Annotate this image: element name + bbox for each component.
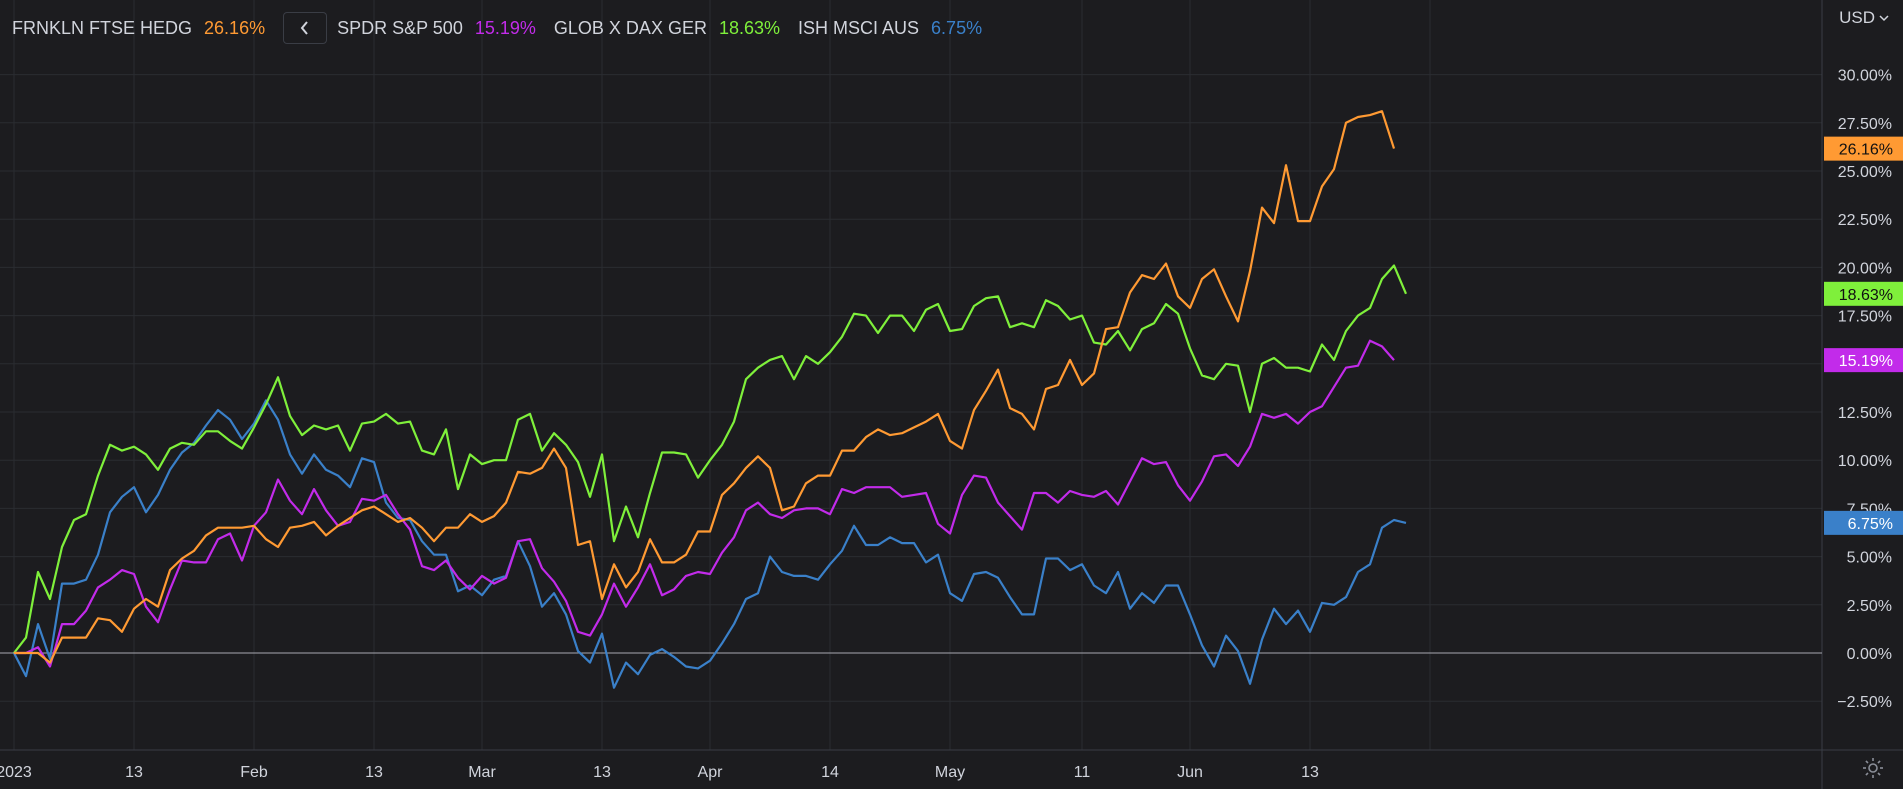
last-value-text: 15.19% [1839,353,1893,370]
legend-name: ISH MSCI AUS [798,17,920,38]
y-tick-label: 27.50% [1838,116,1892,133]
y-tick-label: 10.00% [1838,453,1892,470]
y-tick-label: 30.00% [1838,68,1892,85]
x-tick-label: 13 [593,764,611,781]
legend-bar: FRNKLN FTSE HEDG 26.16% SPDR S&P 500 15.… [0,0,1000,56]
chart-settings-button[interactable] [1861,756,1885,785]
legend-value: 26.16% [204,17,266,38]
legend-value: 15.19% [474,17,536,38]
gear-icon [1863,758,1883,778]
series-line-spdr-s-p-500[interactable] [14,339,1395,668]
y-tick-label: 12.50% [1838,405,1892,422]
x-tick-label: Mar [468,764,496,781]
last-value-badge [1824,510,1903,535]
price-axis-labels: −2.50%0.00%2.50%5.00%7.50%10.00%12.50%15… [1837,68,1892,712]
series-lines [13,110,1408,689]
chevron-left-icon [300,21,308,35]
series-line-frnkln-ftse-hedg[interactable] [14,110,1396,664]
currency-selector[interactable]: USD [1839,8,1889,28]
x-tick-label: 11 [1074,764,1091,781]
y-tick-label: 5.00% [1847,550,1892,567]
series-line-ish-msci-aus[interactable] [13,399,1407,689]
chevron-down-icon [1879,15,1889,22]
last-value-badge [1824,281,1903,306]
legend-item-frnkln[interactable]: FRNKLN FTSE HEDG 26.16% [12,18,283,39]
series-line-glob-x-dax-ger[interactable] [13,264,1408,654]
x-tick-label: 13 [365,764,383,781]
x-tick-label: 13 [1301,764,1319,781]
legend-name: SPDR S&P 500 [337,17,463,38]
legend-value: 18.63% [718,17,781,38]
legend-value: 6.75% [931,17,983,38]
chart-grid [0,0,1822,750]
y-tick-label: 2.50% [1847,598,1892,615]
last-value-badge [1824,136,1903,161]
collapse-legend-button[interactable] [283,12,328,44]
last-value-text: 6.75% [1848,516,1893,533]
currency-label: USD [1839,8,1875,27]
y-tick-label: 22.50% [1838,212,1892,229]
y-tick-label: 25.00% [1838,164,1892,181]
x-tick-label: Apr [698,764,724,781]
last-value-text: 26.16% [1839,142,1893,159]
last-value-badges: 26.16% 15.19% 18.63% 6.75% [1824,136,1903,535]
x-tick-label: 14 [821,764,839,781]
time-axis-labels: 2023 13 Feb 13 Mar 13 Apr 14 May 11 Jun 13 [0,764,1319,781]
x-tick-label: Jun [1177,764,1203,781]
y-tick-label: 0.00% [1847,646,1892,663]
last-value-text: 18.63% [1839,287,1893,304]
last-value-badge [1824,348,1903,373]
x-tick-label: Feb [240,764,268,781]
x-tick-label: 13 [125,764,143,781]
legend-name: FRNKLN FTSE HEDG [12,17,193,38]
y-tick-label: −2.50% [1837,694,1892,711]
y-tick-label: 20.00% [1838,260,1892,277]
legend-item-spdr[interactable]: SPDR S&P 500 15.19% [337,18,554,39]
legend-item-globx[interactable]: GLOB X DAX GER 18.63% [554,18,798,39]
y-tick-label: 17.50% [1838,309,1892,326]
x-tick-label: 2023 [0,764,32,781]
x-tick-label: May [935,764,965,781]
legend-item-ish[interactable]: ISH MSCI AUS 6.75% [798,18,1000,39]
legend-name: GLOB X DAX GER [553,17,707,38]
